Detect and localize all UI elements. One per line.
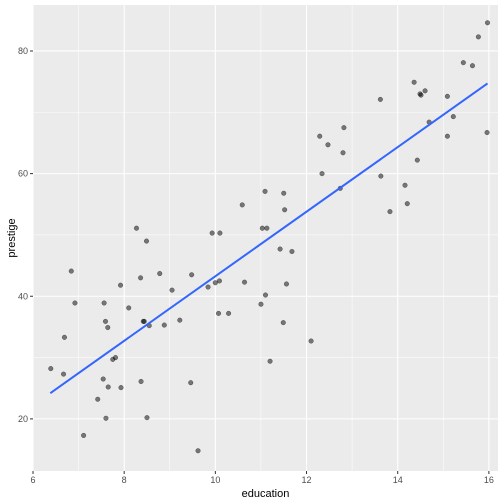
data-point [117,282,124,288]
data-point [81,432,87,438]
data-point [280,320,286,326]
data-point [226,310,232,316]
data-point [138,275,144,281]
data-point [267,358,273,364]
data-point [212,280,218,286]
data-point [277,246,283,252]
data-point [195,448,201,454]
x-axis: 6 8 10 12 14 16 [30,471,494,485]
data-point [101,300,107,306]
y-tick-label: 40 [18,291,28,301]
data-point [241,279,248,285]
data-point [484,129,490,136]
data-point [157,271,163,277]
x-tick-label: 8 [122,475,127,485]
data-point [341,125,347,131]
data-point [418,92,424,98]
y-axis-title: prestige [6,218,18,257]
data-point [103,415,109,421]
data-point [319,171,325,177]
data-point [422,88,428,94]
data-point [144,415,150,421]
data-point [48,366,54,372]
data-point [308,338,314,344]
data-point [133,225,140,231]
data-point [102,318,109,324]
data-point [169,287,175,293]
y-tick-label: 80 [18,46,28,56]
data-point [189,272,195,278]
data-point [126,305,132,311]
data-point [377,96,383,102]
data-point [138,378,144,385]
data-point [118,385,124,391]
minor-gridlines [33,5,498,471]
data-point [325,142,331,148]
data-point [317,133,323,139]
x-tick-label: 14 [393,475,403,485]
data-point [414,157,420,163]
data-point [209,230,215,236]
x-tick-label: 16 [484,475,494,485]
data-point [281,190,287,196]
data-point [105,384,111,390]
data-point [404,201,410,207]
data-point [484,20,491,26]
data-point [143,238,150,244]
data-point [444,133,450,139]
data-points [48,20,491,454]
data-point [469,63,476,69]
data-point [161,322,167,328]
data-point [239,202,245,208]
data-point [72,300,78,306]
data-point [262,292,269,298]
data-point [60,371,67,377]
data-point [216,278,223,284]
data-point [262,188,268,194]
data-point [340,150,346,156]
y-tick-label: 60 [18,169,28,179]
data-point [450,114,456,120]
data-point [215,310,222,316]
data-point [378,173,384,179]
data-point [402,182,408,188]
regression-line [49,82,489,394]
data-point [105,324,111,331]
data-point [444,93,450,99]
data-point [289,248,295,255]
data-point [141,318,147,324]
x-axis-title: education [242,488,290,500]
data-point [205,284,211,290]
data-point [100,376,106,382]
data-point [411,79,417,85]
x-tick-label: 12 [302,475,312,485]
data-point [460,60,466,66]
data-point [475,34,481,40]
x-tick-label: 10 [210,475,220,485]
data-point [112,355,119,361]
regression-line-layer [49,82,489,394]
x-tick-label: 6 [30,475,35,485]
data-point [177,317,183,323]
y-tick-label: 20 [18,414,28,424]
data-point [264,225,270,231]
y-axis: 20 40 60 80 [18,46,33,424]
major-gridlines [32,5,498,471]
data-point [68,268,74,274]
data-point [188,380,194,386]
data-point [61,334,68,340]
data-point [387,209,393,215]
plot-panel [33,5,498,471]
data-point [258,301,264,307]
data-point [95,396,101,402]
data-point [217,230,223,236]
data-point [259,225,265,231]
data-point [283,281,290,287]
data-point [282,207,288,213]
